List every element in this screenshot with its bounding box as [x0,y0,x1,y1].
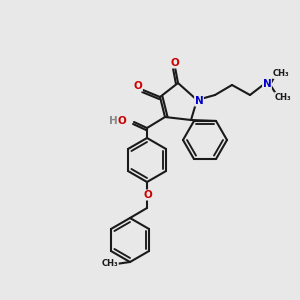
Text: CH₃: CH₃ [102,260,118,268]
Text: O: O [134,81,142,91]
Text: O: O [144,190,152,200]
Text: CH₃: CH₃ [273,70,289,79]
Text: O: O [171,58,179,68]
Text: CH₃: CH₃ [275,92,291,101]
Text: N: N [262,79,272,89]
Text: N: N [195,96,203,106]
Text: O: O [118,116,126,126]
Text: H: H [109,116,117,126]
